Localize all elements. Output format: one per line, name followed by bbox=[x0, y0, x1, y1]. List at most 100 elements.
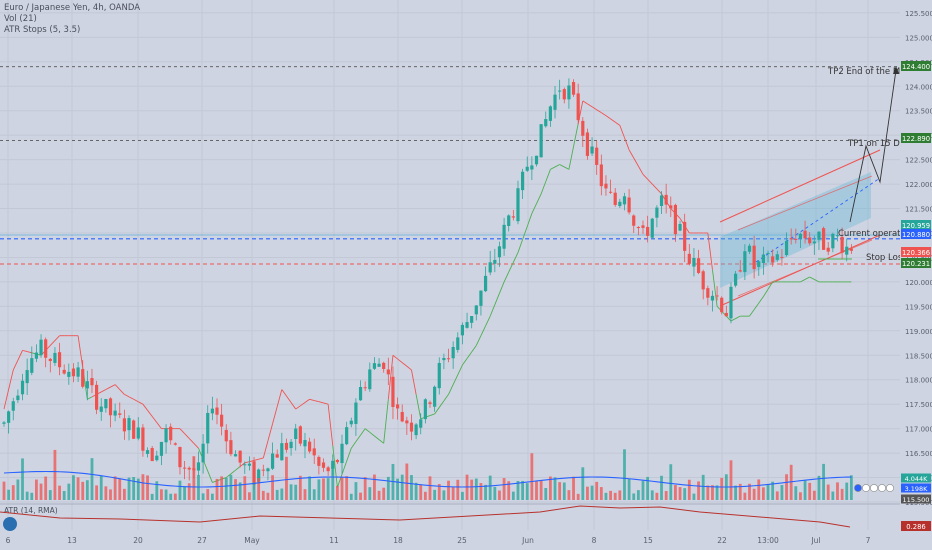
atr-stop-segment bbox=[522, 226, 528, 240]
atr-stop-segment bbox=[749, 309, 755, 317]
volume-bar bbox=[173, 493, 177, 500]
atr-stop-segment bbox=[517, 239, 524, 253]
price-axis[interactable]: 125.500125.000124.500124.000123.500123.0… bbox=[900, 0, 932, 550]
candle-body bbox=[474, 305, 478, 315]
volume-bar bbox=[548, 476, 552, 500]
atr-stop-segment bbox=[499, 281, 505, 294]
atr-stop-segment bbox=[767, 281, 774, 290]
candle-body bbox=[618, 201, 622, 206]
volume-bar bbox=[567, 490, 571, 500]
volume-indicator-label[interactable]: Vol (21) bbox=[4, 14, 37, 24]
candle-body bbox=[817, 231, 821, 240]
atr-stop-segment bbox=[124, 393, 130, 398]
volume-bar bbox=[562, 482, 566, 500]
candle-body bbox=[57, 352, 62, 368]
candle-body bbox=[11, 401, 15, 411]
volume-bar bbox=[576, 493, 580, 500]
volume-bar bbox=[257, 477, 261, 500]
candle-body bbox=[831, 233, 835, 249]
candle-body bbox=[775, 254, 779, 260]
atr-stop-segment bbox=[281, 389, 287, 397]
time-axis[interactable]: 6 13 20 27 May 11 18 25 Jun 8 15 22 13:00 Jul 7 bbox=[6, 536, 871, 545]
atr-stop-segment bbox=[647, 178, 653, 185]
price-tick-label: 119.000 bbox=[905, 328, 932, 336]
volume-bar bbox=[224, 477, 228, 500]
volume-bar bbox=[530, 453, 534, 500]
atr-stop-segment bbox=[286, 395, 292, 403]
candle-body bbox=[483, 275, 488, 292]
atr-stop-segment bbox=[346, 448, 352, 462]
channel-median-line bbox=[755, 177, 881, 263]
tradingview-logo-icon bbox=[3, 517, 17, 531]
volume-bar bbox=[539, 480, 543, 500]
volume-bar bbox=[803, 480, 807, 500]
volume-bar bbox=[118, 478, 122, 500]
candle-body bbox=[53, 352, 57, 363]
atr-stop-segment bbox=[448, 384, 454, 395]
candle-body bbox=[196, 462, 201, 471]
candle-body bbox=[145, 450, 150, 454]
candle-body bbox=[664, 194, 668, 205]
atr-stop-segment bbox=[712, 269, 718, 307]
volume-bar bbox=[660, 475, 663, 500]
volume-bar bbox=[81, 481, 85, 500]
volume-bar bbox=[428, 476, 432, 500]
atr-stop-segment bbox=[239, 462, 246, 467]
event-marker-icon bbox=[854, 484, 862, 492]
atr-stop-segment bbox=[119, 389, 125, 395]
candle-body bbox=[539, 124, 543, 158]
atr-indicator-label: ATR (14, RMA) bbox=[4, 506, 58, 515]
candle-body bbox=[470, 316, 474, 323]
atr-line bbox=[0, 505, 851, 528]
atr-stop-segment bbox=[188, 438, 195, 444]
candle-body bbox=[321, 462, 326, 468]
volume-bar bbox=[697, 481, 700, 500]
atr-stop-segment bbox=[550, 166, 556, 170]
time-tick-label: 11 bbox=[329, 536, 339, 545]
atr-stop-segment bbox=[387, 355, 394, 400]
atr-stops-indicator-label[interactable]: ATR Stops (5, 3.5) bbox=[4, 25, 81, 35]
volume-bar bbox=[632, 493, 636, 500]
atr-stop-segment bbox=[295, 405, 301, 410]
candle-body bbox=[821, 228, 826, 250]
volume-bar bbox=[127, 477, 131, 500]
candle-body bbox=[488, 262, 492, 273]
candle-body bbox=[650, 218, 654, 238]
candle-body bbox=[266, 468, 270, 472]
candle-body bbox=[460, 324, 465, 336]
atr-stop-segment bbox=[369, 431, 375, 437]
volume-bar bbox=[581, 467, 585, 500]
volume-bar bbox=[706, 485, 710, 500]
candle-body bbox=[479, 290, 483, 306]
price-tick-label: 117.500 bbox=[905, 401, 932, 409]
candle-body bbox=[715, 295, 719, 297]
volume-bar bbox=[72, 475, 75, 500]
volume-bar bbox=[21, 458, 24, 500]
candle-body bbox=[525, 166, 529, 171]
price-tick-label: 122.500 bbox=[905, 157, 932, 165]
volume-bar bbox=[808, 482, 812, 500]
volume-bar bbox=[146, 475, 149, 500]
candle-body bbox=[771, 256, 775, 263]
volume-bar bbox=[734, 485, 738, 500]
volume-badge bbox=[901, 473, 931, 483]
volume-bar bbox=[322, 478, 325, 500]
candle-body bbox=[641, 225, 645, 228]
volume-bar bbox=[238, 482, 242, 500]
candle-body bbox=[400, 411, 404, 422]
time-tick-label: 20 bbox=[133, 536, 143, 545]
volume-bar bbox=[558, 482, 562, 500]
volume-bar bbox=[25, 491, 29, 500]
atr-stop-segment bbox=[438, 400, 445, 408]
volume-bar bbox=[812, 490, 816, 500]
volume-bar bbox=[757, 479, 761, 500]
candle-body bbox=[363, 387, 367, 389]
symbol-title[interactable]: Euro / Japanese Yen, 4h, OANDA bbox=[4, 3, 141, 13]
atr-stop-segment bbox=[429, 413, 435, 417]
atr-stop-segment bbox=[300, 402, 306, 407]
atr-stop-segment bbox=[323, 402, 329, 405]
atr-stop-segment bbox=[87, 396, 93, 400]
candles bbox=[2, 78, 853, 490]
